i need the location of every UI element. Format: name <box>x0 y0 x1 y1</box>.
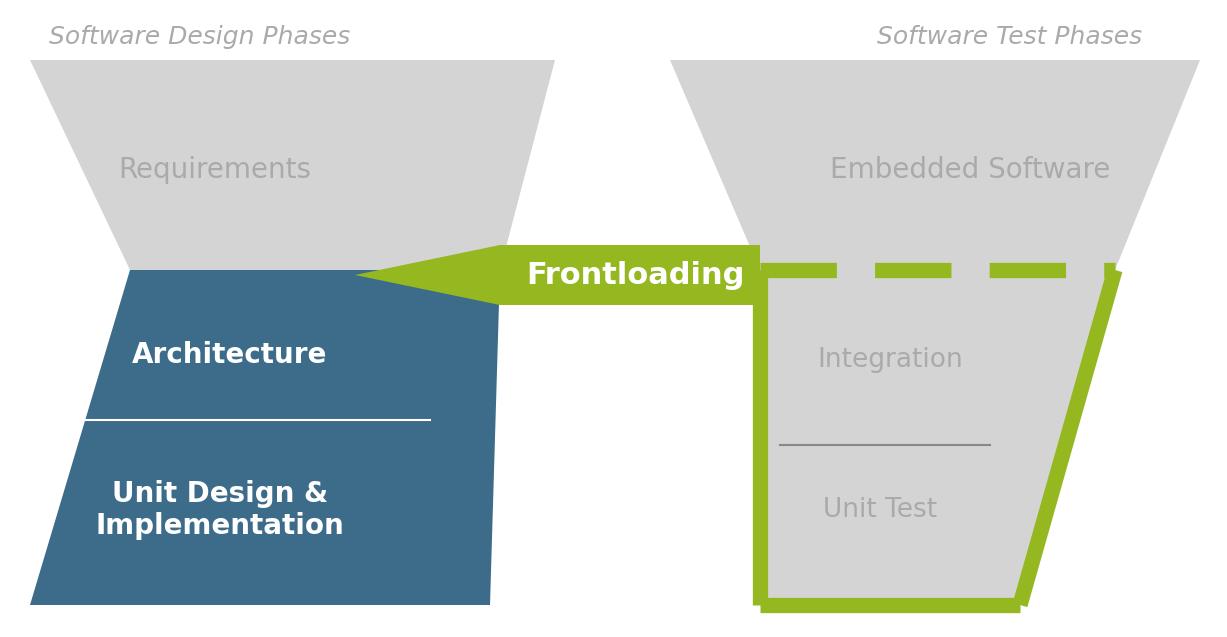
Polygon shape <box>499 245 760 305</box>
Text: Frontloading: Frontloading <box>526 261 745 289</box>
Polygon shape <box>355 245 499 305</box>
Polygon shape <box>760 270 1115 605</box>
Text: Unit Design &
Implementation: Unit Design & Implementation <box>96 480 345 540</box>
Polygon shape <box>29 270 499 605</box>
Polygon shape <box>29 60 555 270</box>
Text: Software Test Phases: Software Test Phases <box>877 25 1142 49</box>
Text: Software Design Phases: Software Design Phases <box>49 25 351 49</box>
Text: Architecture: Architecture <box>133 341 328 369</box>
Text: Embedded Software: Embedded Software <box>829 156 1110 184</box>
Text: Unit Test: Unit Test <box>823 497 937 523</box>
Text: Integration: Integration <box>817 347 963 373</box>
Polygon shape <box>670 60 1200 270</box>
Text: Requirements: Requirements <box>119 156 312 184</box>
